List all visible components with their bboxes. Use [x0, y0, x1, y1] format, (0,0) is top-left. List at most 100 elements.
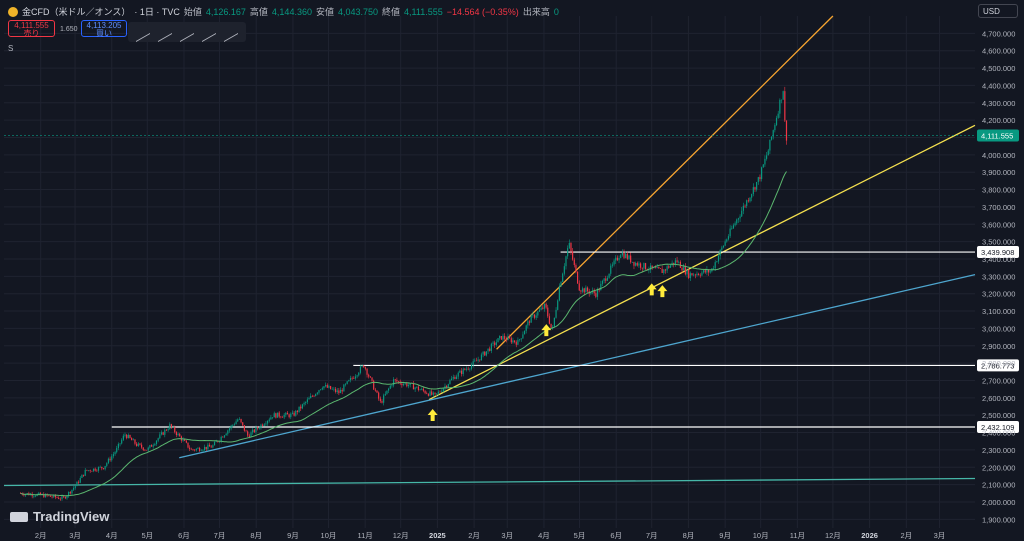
candle-body [235, 421, 237, 425]
candle-body [217, 441, 219, 443]
x-tick-label: 4月 [538, 531, 550, 540]
candle-body [179, 433, 181, 437]
candle-body [117, 443, 119, 449]
candle-body [484, 351, 486, 356]
candle-body [69, 491, 71, 494]
buy-button[interactable]: 4,113.205 買い [81, 20, 127, 38]
indicator-toggle[interactable]: S [8, 44, 14, 53]
candle-body [495, 342, 497, 345]
candle-body [432, 392, 434, 395]
candle-body [252, 429, 254, 433]
candle-body [396, 379, 398, 382]
candle-body [707, 269, 710, 273]
candle-body [61, 496, 63, 500]
candle-body [417, 386, 420, 390]
channel-tool-icon[interactable] [180, 22, 194, 42]
y-tick-label: 3,300.000 [982, 272, 1015, 281]
candle-body [769, 139, 771, 151]
candle-body [527, 321, 529, 326]
hline-tool-icon[interactable] [202, 22, 216, 42]
x-tick-label: 5月 [141, 531, 153, 540]
candle-body [54, 495, 56, 498]
horizontal-levels[interactable]: 2,432.109 2,786.773 3,439.908 [111, 246, 1019, 433]
candle-body [644, 263, 647, 270]
candle-body [31, 493, 33, 497]
candle-body [369, 376, 371, 378]
candle-body [465, 368, 468, 370]
x-tick-label: 3月 [69, 531, 81, 540]
sell-button[interactable]: 4,111.555 売り [8, 20, 55, 38]
candle-body [266, 420, 269, 424]
ray-tool-icon[interactable] [158, 22, 172, 42]
candle-body [784, 91, 786, 121]
candle-body [625, 253, 627, 258]
candle-body [514, 340, 516, 343]
candle-body [409, 382, 411, 386]
y-tick-label: 4,200.000 [982, 116, 1015, 125]
y-tick-label: 3,800.000 [982, 186, 1015, 195]
candle-body [542, 307, 544, 309]
candle-body [752, 187, 754, 195]
candle-body [628, 255, 630, 259]
candle-body [616, 257, 618, 261]
candle-body [175, 432, 178, 436]
candle-body [525, 325, 527, 331]
candle-body [702, 270, 705, 273]
candle-body [775, 117, 778, 126]
candle-body [469, 368, 471, 370]
candle-body [194, 449, 196, 451]
candle-body [447, 384, 449, 388]
x-tick-label: 2月 [900, 531, 912, 540]
up-arrow-icon [657, 285, 668, 298]
candle-body [489, 348, 491, 351]
candle-body [596, 289, 599, 297]
candle-body [329, 386, 332, 390]
candle-body [223, 435, 226, 438]
candle-body [648, 269, 650, 271]
candle-body [227, 430, 229, 434]
candle-body [394, 379, 396, 380]
candle-body [688, 269, 690, 278]
candle-body [500, 335, 502, 340]
candle-body [225, 433, 227, 436]
candle-body [92, 468, 95, 472]
symbol-name[interactable]: 金CFD（米ドル／オンス） [22, 7, 131, 17]
candle-body [441, 391, 443, 393]
interval[interactable]: · 1日 · TVC [134, 7, 180, 17]
time-axis[interactable]: 2月 3月 4月 5月 6月 7月 8月 9月 10月 11月 12月 2025 2月 3月 4月 5月 6月 7… [35, 531, 945, 540]
candle-body [676, 260, 678, 263]
candle-body [122, 435, 124, 440]
extended-line-tool-icon[interactable] [224, 22, 238, 42]
candle-body [150, 445, 153, 447]
candle-body [706, 269, 708, 273]
candle-body [701, 272, 703, 276]
candle-body [520, 338, 522, 340]
candle-body [459, 370, 461, 373]
candle-body [140, 444, 143, 448]
candle-body [71, 489, 73, 494]
candle-body [761, 167, 763, 180]
high-value: 4,144.360 [271, 6, 312, 17]
price-axis[interactable]: 1,900.000 2,000.000 2,100.000 2,200.000 2,30… [982, 29, 1015, 524]
candle-body [630, 255, 632, 263]
candle-body [512, 340, 514, 343]
x-tick-label: 2026 [861, 531, 878, 540]
candle-body [689, 273, 691, 278]
spread-value: 1.650 [60, 26, 78, 33]
candle-body [276, 412, 279, 418]
trendline-tool-icon[interactable] [136, 22, 150, 42]
candle-body [436, 393, 438, 395]
currency-selector[interactable]: USD [978, 4, 1018, 18]
candle-body [683, 266, 685, 271]
candle-body [759, 177, 761, 180]
candle-body [770, 136, 773, 140]
candle-body [492, 342, 494, 344]
candle-body [126, 434, 128, 439]
candle-body [49, 495, 52, 497]
candle-body [152, 445, 154, 447]
candle-body [477, 359, 479, 361]
candle-body [270, 417, 272, 420]
candle-body [442, 388, 444, 392]
candle-body [429, 391, 431, 396]
